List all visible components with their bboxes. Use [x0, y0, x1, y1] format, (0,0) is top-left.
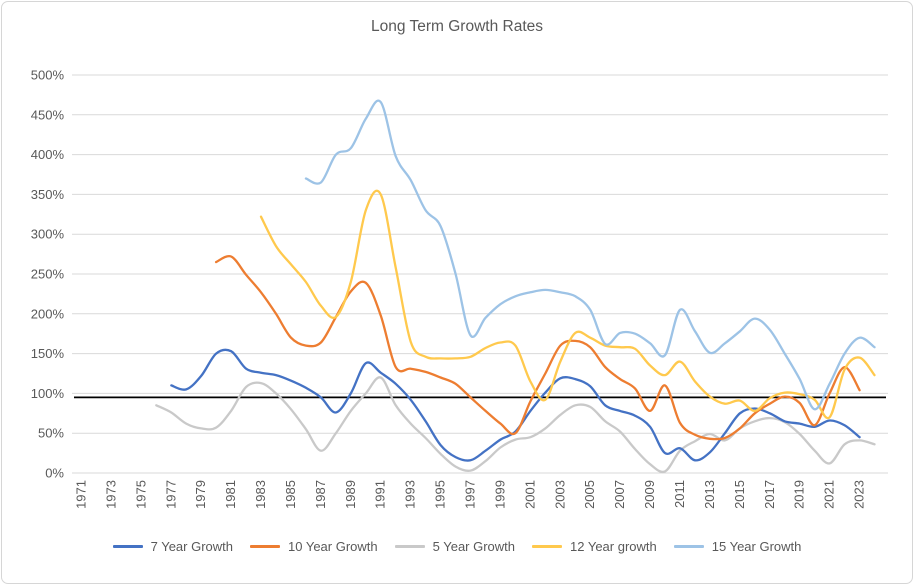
- legend-item-15-year-growth: 15 Year Growth: [673, 539, 802, 554]
- y-axis-tick-label: 500%: [31, 68, 65, 83]
- x-axis-tick-label: 2021: [822, 480, 837, 509]
- x-axis-tick-label: 1979: [193, 480, 208, 509]
- legend-item-10-year-growth: 10 Year Growth: [250, 539, 378, 554]
- series-line-5-year-growth: [155, 376, 876, 474]
- x-axis-tick-label: 2017: [762, 480, 777, 509]
- y-axis-tick-label: 150%: [31, 346, 65, 361]
- x-axis-tick-label: 1981: [223, 480, 238, 509]
- legend-swatch-12-year-growth: [532, 545, 563, 548]
- x-axis-tick-label: 2019: [792, 480, 807, 509]
- legend-swatch-15-year-growth: [673, 545, 704, 548]
- y-axis-tick-label: 250%: [31, 267, 65, 282]
- x-axis-tick-label: 1999: [492, 480, 507, 509]
- y-axis-tick-label: 50%: [38, 426, 64, 441]
- legend-label-7-year-growth: 7 Year Growth: [150, 539, 233, 554]
- x-axis-tick-label: 1991: [373, 480, 388, 509]
- x-axis-tick-label: 1977: [163, 480, 178, 509]
- legend-label-5-year-growth: 5 Year Growth: [432, 539, 516, 554]
- series-line-12-year-growth: [259, 189, 876, 420]
- legend-item-5-year-growth: 5 Year Growth: [394, 539, 516, 554]
- x-axis-tick-label: 2023: [852, 480, 867, 509]
- y-axis-tick-label: 350%: [31, 187, 65, 202]
- legend-swatch-7-year-growth: [112, 545, 143, 548]
- x-axis-tick-label: 2003: [552, 480, 567, 509]
- x-axis-tick-label: 2005: [582, 480, 597, 509]
- legend-label-15-year-growth: 15 Year Growth: [711, 539, 802, 554]
- y-axis-tick-label: 450%: [31, 107, 65, 122]
- x-axis-tick-label: 1985: [283, 480, 298, 509]
- legend-swatch-10-year-growth: [250, 545, 280, 548]
- x-axis-tick-label: 1983: [253, 480, 268, 509]
- x-axis-tick-label: 1989: [343, 480, 358, 509]
- x-axis-tick-label: 2011: [672, 480, 687, 508]
- y-axis-tick-label: 200%: [31, 306, 65, 321]
- x-axis-tick-label: 1975: [133, 480, 148, 509]
- chart-legend: 7 Year Growth 10 Year Growth 5 Year Growth…: [2, 539, 912, 554]
- x-axis-tick-label: 2015: [732, 480, 747, 509]
- x-axis-tick-label: 1973: [103, 480, 118, 509]
- x-axis-tick-label: 1995: [433, 480, 448, 509]
- legend-label-12-year-growth: 12 Year growth: [570, 539, 657, 554]
- x-axis-tick-label: 2007: [612, 480, 627, 509]
- chart-title: Long Term Growth Rates: [370, 18, 543, 35]
- x-axis-tick-label: 1987: [313, 480, 328, 509]
- series-line-15-year-growth: [304, 99, 876, 411]
- growth-rates-plot-area: 500% 450% 400% 350% 300% 250% 200% 150% 100% 50% 0…: [31, 68, 888, 509]
- x-axis-tick-label: 1993: [403, 480, 418, 509]
- x-axis-tick-label: 2001: [522, 480, 537, 509]
- y-axis-tick-label: 400%: [31, 147, 65, 162]
- legend-label-10-year-growth: 10 Year Growth: [288, 539, 378, 554]
- legend-item-7-year-growth: 7 Year Growth: [112, 539, 233, 554]
- x-axis-tick-label: 2013: [702, 480, 717, 509]
- series-line-10-year-growth: [214, 254, 861, 441]
- y-axis-tick-label: 0%: [45, 466, 64, 481]
- legend-item-12-year-growth: 12 Year growth: [532, 539, 657, 554]
- y-axis-tick-label: 300%: [31, 227, 65, 242]
- x-axis-tick-label: 1971: [74, 480, 89, 509]
- series-line-7-year-growth: [170, 348, 861, 462]
- x-axis-tick-label: 2009: [642, 480, 657, 509]
- x-axis-tick-label: 1997: [463, 480, 478, 509]
- legend-swatch-5-year-growth: [394, 545, 425, 548]
- y-axis-tick-label: 100%: [31, 386, 65, 401]
